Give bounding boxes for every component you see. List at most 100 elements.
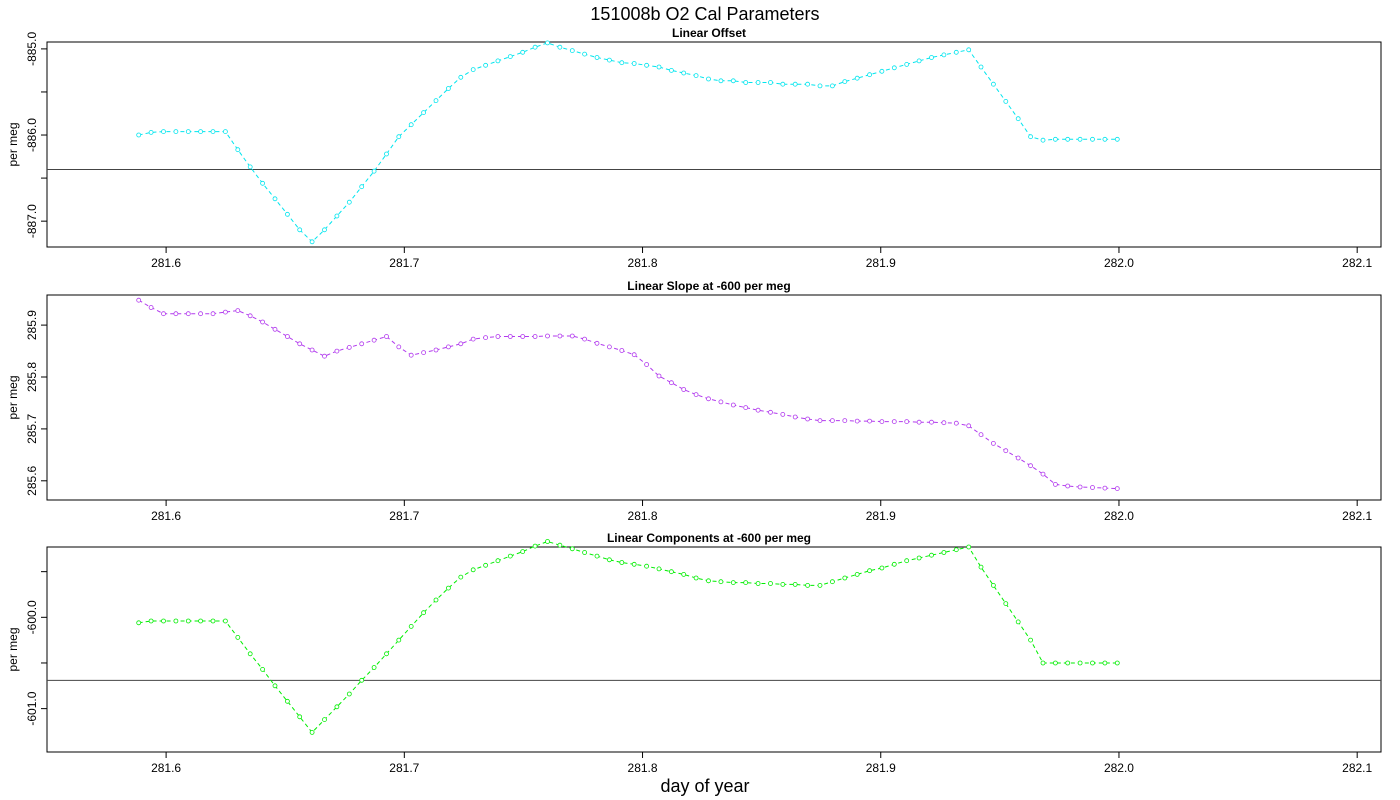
y-axis-label: per meg (6, 627, 20, 671)
data-point (284, 211, 290, 217)
data-point (384, 651, 389, 657)
data-point (445, 585, 451, 591)
data-point (161, 129, 166, 135)
data-point (297, 341, 303, 347)
data-point (730, 580, 736, 585)
data-point (272, 326, 278, 332)
data-point (297, 227, 303, 233)
x-tick-label: 281.9 (866, 256, 896, 270)
y-tick-label: -885.0 (25, 32, 39, 66)
data-point (941, 52, 947, 58)
data-point (830, 83, 835, 89)
data-point (867, 72, 872, 78)
data-point (161, 618, 166, 624)
data-point (222, 618, 228, 624)
y-tick-label: 285.7 (25, 414, 39, 444)
data-point (408, 352, 414, 358)
data-point (991, 440, 996, 446)
data-point (904, 558, 910, 564)
series-line (138, 540, 1118, 734)
data-point (1040, 660, 1046, 666)
data-point (619, 348, 625, 353)
data-point (545, 40, 550, 46)
data-point (309, 239, 315, 245)
data-point (421, 110, 427, 115)
data-point (953, 49, 959, 55)
data-point (532, 334, 538, 339)
plot-frame (46, 41, 1382, 248)
data-point (978, 564, 984, 570)
data-point (830, 579, 835, 585)
data-point (185, 129, 191, 135)
data-point (755, 80, 761, 85)
data-point (309, 730, 315, 735)
data-point (607, 57, 612, 63)
data-point (669, 68, 674, 73)
data-point (1077, 136, 1083, 142)
data-point (359, 677, 365, 683)
data-point (991, 81, 996, 87)
x-tick-label: 281.8 (628, 256, 658, 270)
data-point (260, 319, 266, 325)
data-point (458, 74, 464, 80)
data-point (805, 81, 810, 87)
data-point (1090, 136, 1095, 142)
data-point (1015, 455, 1021, 461)
data-point (1015, 116, 1021, 122)
data-point (495, 334, 501, 339)
data-point (929, 55, 934, 60)
chart-panel-3: Linear Components at -600 per meg per meg… (6, 531, 1382, 775)
data-point (198, 618, 204, 624)
data-point (1065, 660, 1071, 666)
data-point (1090, 485, 1095, 490)
data-point (842, 418, 848, 424)
series-line (138, 42, 1118, 243)
data-point (730, 78, 736, 84)
panel-title: Linear Offset (672, 26, 746, 40)
data-point (322, 227, 327, 233)
data-point (433, 597, 439, 603)
data-point (842, 79, 848, 84)
panel-title: Linear Components at -600 per meg (607, 531, 811, 545)
y-tick-label: -601.0 (25, 691, 39, 725)
x-tick-label: 282.0 (1104, 256, 1134, 270)
data-point (1040, 137, 1046, 143)
data-point (1065, 136, 1071, 142)
x-axis-label: day of year (660, 776, 749, 796)
data-point (879, 419, 885, 425)
data-point (1053, 136, 1058, 142)
data-point (1053, 481, 1058, 487)
y-tick-label: 285.9 (25, 310, 39, 340)
data-point (495, 558, 501, 564)
data-point (966, 544, 972, 550)
data-point (408, 624, 414, 629)
data-point (594, 55, 600, 60)
data-point (656, 64, 662, 70)
data-point (359, 184, 365, 190)
data-point (916, 58, 922, 64)
data-point (334, 213, 340, 219)
data-point (953, 420, 959, 426)
data-point (904, 419, 910, 425)
data-point (681, 572, 687, 577)
data-point (792, 81, 798, 87)
data-point (507, 334, 513, 339)
data-point (730, 402, 736, 408)
data-point (334, 348, 340, 354)
data-point (991, 583, 996, 588)
data-point (891, 65, 897, 71)
data-point (693, 73, 699, 78)
chart-panels: Linear Offset per meg 281.6 281.7 281.8 281.9… (6, 26, 1382, 775)
data-point (384, 334, 389, 339)
y-tick-label: 285.8 (25, 362, 39, 392)
data-point (607, 344, 612, 350)
x-tick-label: 281.8 (628, 509, 658, 523)
data-point (978, 64, 984, 70)
data-point (755, 407, 761, 413)
data-point (557, 542, 563, 548)
data-point (879, 68, 885, 74)
data-point (322, 353, 327, 359)
data-point (1003, 448, 1009, 454)
data-point (693, 575, 699, 581)
